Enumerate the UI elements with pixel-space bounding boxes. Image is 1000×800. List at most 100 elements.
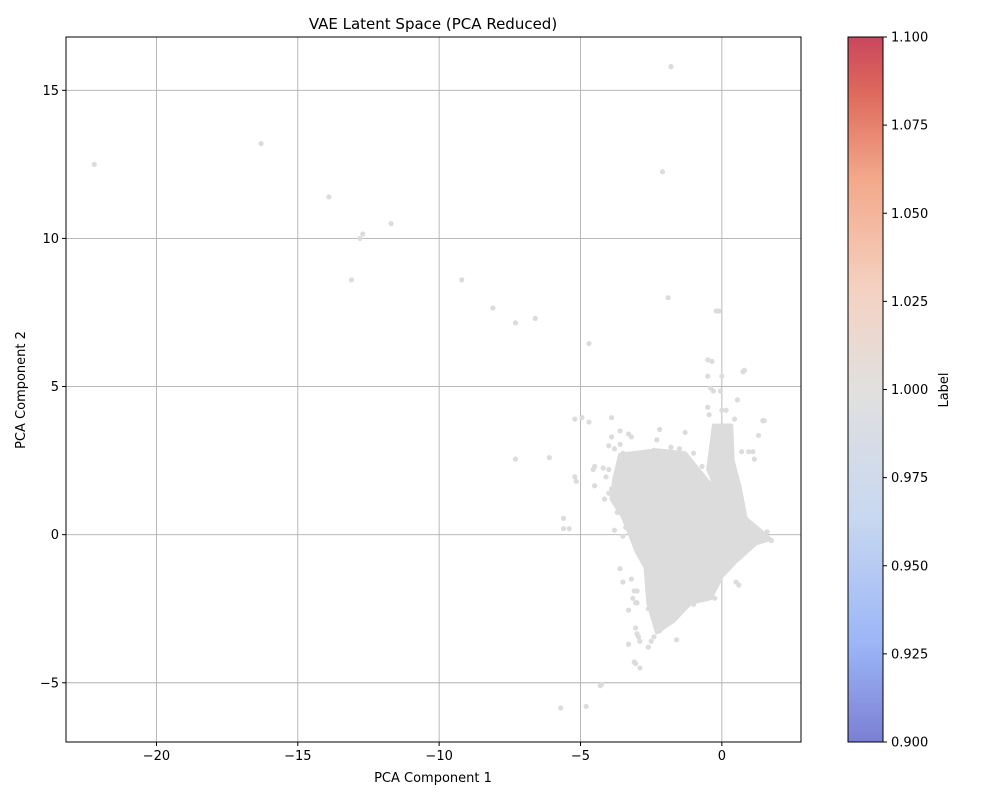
- data-point: [715, 432, 721, 439]
- x-tick-label: 0: [718, 749, 726, 764]
- data-point: [734, 397, 740, 403]
- data-point: [572, 416, 578, 422]
- data-point: [633, 660, 639, 667]
- data-point: [620, 450, 626, 456]
- colorbar-label: Label: [937, 372, 952, 407]
- data-point: [676, 446, 683, 452]
- data-point: [586, 419, 592, 425]
- data-point: [645, 606, 651, 612]
- data-point: [546, 455, 553, 461]
- data-point: [348, 277, 355, 283]
- data-point: [606, 490, 612, 496]
- colorbar-tick-label: 1.075: [891, 119, 928, 134]
- data-point: [764, 529, 770, 535]
- data-point: [768, 537, 774, 544]
- data-point: [665, 295, 671, 301]
- data-point: [566, 526, 572, 532]
- colorbar-tick-label: 0.950: [891, 559, 928, 574]
- data-point: [360, 231, 366, 237]
- data-point: [705, 404, 711, 410]
- data-point: [727, 434, 733, 440]
- data-point: [558, 705, 564, 711]
- y-tick-label: −5: [40, 676, 59, 691]
- data-point: [651, 634, 657, 640]
- data-point: [603, 474, 609, 480]
- data-point: [739, 449, 745, 455]
- colorbar-tick-label: 1.025: [891, 295, 928, 310]
- data-point: [586, 340, 592, 347]
- data-point: [620, 533, 626, 539]
- y-tick-label: 15: [42, 84, 59, 99]
- data-point: [723, 407, 729, 413]
- colorbar-tick-label: 1.100: [891, 31, 928, 46]
- data-point: [706, 412, 712, 418]
- data-point: [710, 388, 716, 394]
- data-point: [620, 579, 626, 585]
- colorbar-tick-label: 0.975: [891, 471, 928, 486]
- data-point: [617, 428, 623, 434]
- data-point: [512, 456, 519, 462]
- data-point: [608, 415, 615, 421]
- data-point: [490, 305, 496, 311]
- x-tick-label: −20: [143, 749, 170, 764]
- x-tick-label: −10: [425, 749, 452, 764]
- data-point: [560, 515, 567, 521]
- data-point: [583, 703, 589, 710]
- data-point: [599, 681, 605, 687]
- data-point: [357, 235, 363, 242]
- data-point: [635, 634, 642, 640]
- data-points: [91, 64, 774, 711]
- data-point: [611, 446, 618, 452]
- data-point: [710, 434, 716, 440]
- data-point: [630, 595, 636, 601]
- data-point: [617, 455, 623, 461]
- data-point: [637, 665, 643, 671]
- data-point: [645, 644, 651, 650]
- data-point: [736, 582, 742, 588]
- data-point: [611, 527, 618, 533]
- data-point: [459, 277, 465, 283]
- y-tick-label: 5: [51, 380, 59, 395]
- data-point: [716, 308, 722, 314]
- data-point: [634, 588, 640, 594]
- data-point: [573, 478, 579, 484]
- data-point: [606, 443, 612, 449]
- data-point: [623, 524, 629, 530]
- data-point: [625, 431, 632, 437]
- data-point: [659, 169, 666, 175]
- data-point: [668, 64, 674, 70]
- data-point: [91, 161, 97, 167]
- data-point: [705, 373, 711, 379]
- data-point: [690, 450, 697, 456]
- x-axis: −20 −15 −10 −5 0: [143, 742, 726, 764]
- data-point: [572, 474, 578, 480]
- x-axis-label: PCA Component 1: [374, 771, 492, 786]
- data-point: [601, 496, 608, 502]
- plot-frame: [65, 36, 802, 743]
- data-point: [755, 432, 762, 439]
- data-point: [761, 418, 767, 424]
- data-point: [648, 638, 654, 644]
- data-point: [628, 576, 634, 582]
- data-point: [705, 357, 711, 363]
- data-point: [746, 449, 752, 455]
- data-point: [512, 320, 519, 326]
- colorbar-tick-label: 1.000: [891, 383, 928, 398]
- data-point: [560, 526, 567, 532]
- data-point: [617, 566, 623, 572]
- y-axis: −5 0 5 10 15: [40, 84, 66, 691]
- y-tick-label: 0: [51, 528, 59, 543]
- data-point: [705, 594, 711, 600]
- colorbar-tick-label: 0.925: [891, 647, 928, 662]
- data-point: [709, 358, 715, 364]
- data-point: [727, 438, 733, 444]
- data-point: [654, 437, 660, 443]
- data-point: [719, 373, 725, 379]
- data-point: [625, 607, 632, 613]
- colorbar-tick-label: 1.050: [891, 207, 928, 222]
- data-point: [590, 466, 596, 473]
- x-tick-label: −15: [284, 749, 311, 764]
- data-point: [657, 426, 663, 433]
- data-point: [592, 483, 598, 489]
